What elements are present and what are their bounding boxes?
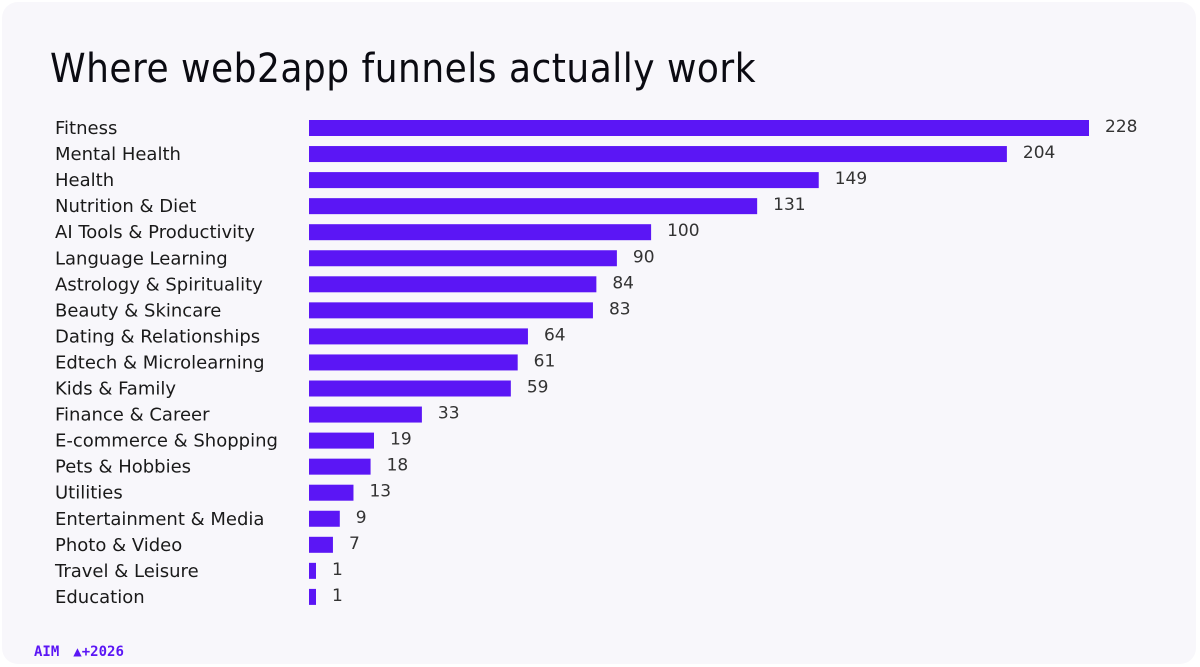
value-label-language-learning: 90: [633, 247, 655, 267]
category-label-photo-and-video: Photo & Video: [55, 535, 182, 556]
category-label-finance-and-career: Finance & Career: [55, 405, 210, 426]
category-label-pets-and-hobbies: Pets & Hobbies: [55, 457, 191, 478]
bar-entertainment-and-media: [309, 510, 340, 527]
category-label-astrology-and-spirituality: Astrology & Spirituality: [55, 274, 263, 295]
category-label-health: Health: [55, 170, 114, 191]
value-label-utilities: 13: [369, 482, 391, 502]
value-label-fitness: 228: [1105, 117, 1137, 137]
category-label-mental-health: Mental Health: [55, 144, 181, 165]
category-label-dating-and-relationships: Dating & Relationships: [55, 326, 260, 347]
bar-beauty-and-skincare: [309, 302, 593, 319]
bar-dating-and-relationships: [309, 328, 528, 345]
category-label-nutrition-and-diet: Nutrition & Diet: [55, 196, 196, 217]
category-label-education: Education: [55, 587, 145, 608]
value-label-e-commerce-and-shopping: 19: [390, 430, 412, 450]
bar-ai-tools-and-productivity: [309, 224, 652, 241]
value-label-health: 149: [835, 169, 867, 189]
category-label-entertainment-and-media: Entertainment & Media: [55, 509, 264, 530]
bar-photo-and-video: [309, 536, 333, 553]
value-label-mental-health: 204: [1023, 143, 1055, 163]
value-label-entertainment-and-media: 9: [356, 508, 367, 528]
footer-brand: AIM ▲+2026: [34, 644, 124, 660]
category-label-language-learning: Language Learning: [55, 248, 228, 269]
value-label-photo-and-video: 7: [349, 534, 360, 554]
bar-nutrition-and-diet: [309, 198, 758, 215]
bar-travel-and-leisure: [309, 562, 316, 579]
bar-utilities: [309, 484, 354, 501]
value-label-astrology-and-spirituality: 84: [612, 273, 634, 293]
bar-language-learning: [309, 250, 617, 267]
value-label-education: 1: [332, 586, 343, 606]
category-label-e-commerce-and-shopping: E-commerce & Shopping: [55, 431, 278, 452]
bar-health: [309, 172, 819, 189]
category-label-kids-and-family: Kids & Family: [55, 379, 176, 400]
chart-title: Where web2app funnels actually work: [50, 46, 757, 92]
value-label-ai-tools-and-productivity: 100: [667, 221, 699, 241]
bar-e-commerce-and-shopping: [309, 432, 374, 449]
value-label-pets-and-hobbies: 18: [387, 456, 409, 476]
bar-chart: Fitness 228 Mental Health 204 Health 149 Nutri…: [54, 117, 1137, 608]
value-label-beauty-and-skincare: 83: [609, 299, 631, 319]
value-label-travel-and-leisure: 1: [332, 560, 343, 580]
bar-kids-and-family: [309, 380, 511, 397]
category-label-beauty-and-skincare: Beauty & Skincare: [55, 300, 221, 321]
value-label-finance-and-career: 33: [438, 404, 460, 424]
bar-pets-and-hobbies: [309, 458, 371, 475]
value-label-nutrition-and-diet: 131: [773, 195, 805, 215]
category-label-edtech-and-microlearning: Edtech & Microlearning: [55, 352, 265, 373]
bar-finance-and-career: [309, 406, 422, 423]
brand-logo: AIM: [34, 644, 60, 660]
value-label-edtech-and-microlearning: 61: [534, 351, 556, 371]
bar-mental-health: [309, 146, 1007, 163]
category-label-fitness: Fitness: [55, 118, 117, 139]
bar-edtech-and-microlearning: [309, 354, 518, 371]
category-label-travel-and-leisure: Travel & Leisure: [54, 561, 199, 582]
bar-astrology-and-spirituality: [309, 276, 597, 293]
category-label-ai-tools-and-productivity: AI Tools & Productivity: [55, 222, 255, 243]
value-label-dating-and-relationships: 64: [544, 325, 566, 345]
category-label-utilities: Utilities: [55, 483, 123, 504]
bar-education: [309, 588, 316, 605]
bar-fitness: [309, 120, 1089, 136]
value-label-kids-and-family: 59: [527, 378, 549, 398]
brand-tag: ▲+2026: [73, 644, 124, 660]
